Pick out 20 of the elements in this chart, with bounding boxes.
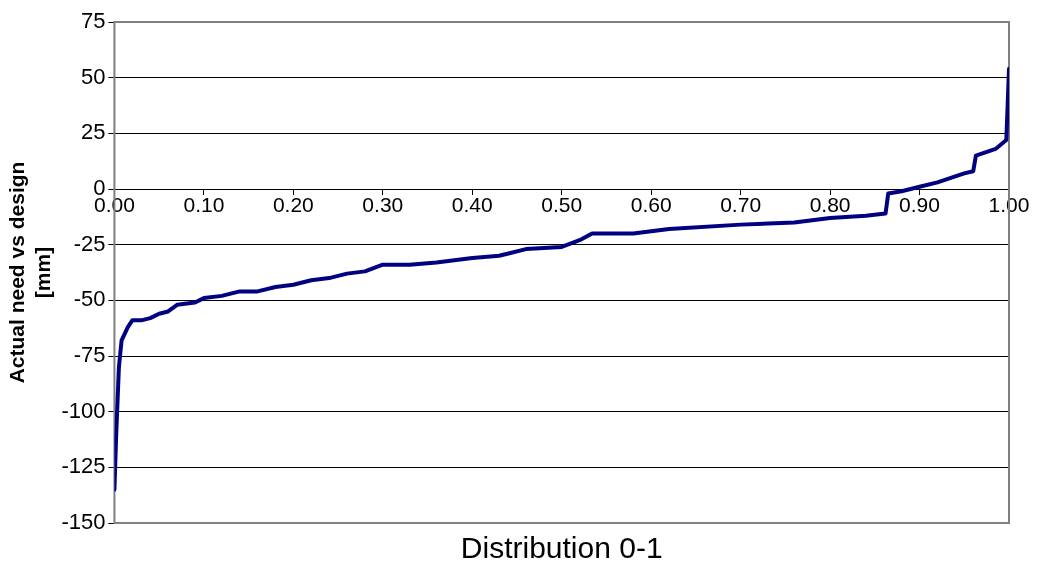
y-axis-title: Actual need vs design [mm]	[5, 161, 54, 384]
y-tick-label: -50	[73, 286, 106, 312]
y-tick-label: -100	[61, 397, 106, 423]
x-axis-title: Distribution 0-1	[460, 531, 663, 565]
x-tick-label: 0.60	[630, 193, 672, 217]
y-tick-label: -150	[61, 509, 106, 535]
x-tick-label: 0.10	[183, 193, 225, 217]
y-tick-label: 25	[80, 119, 106, 145]
x-tick-label: 0.50	[541, 193, 583, 217]
y-tick-label: -25	[73, 230, 106, 256]
y-tick-label: -125	[61, 453, 106, 479]
x-tick-label: 0.30	[362, 193, 404, 217]
x-tick-label: 0.90	[899, 193, 940, 217]
x-tick-label: 0.40	[451, 193, 493, 217]
y-tick-label: 50	[80, 63, 106, 89]
x-tick-label: 0.70	[720, 193, 762, 217]
x-tick-label: 0.20	[272, 193, 314, 217]
x-tick-label: 0.80	[809, 193, 851, 217]
y-tick-label: -75	[73, 342, 106, 368]
y-tick-label: 75	[80, 8, 106, 34]
